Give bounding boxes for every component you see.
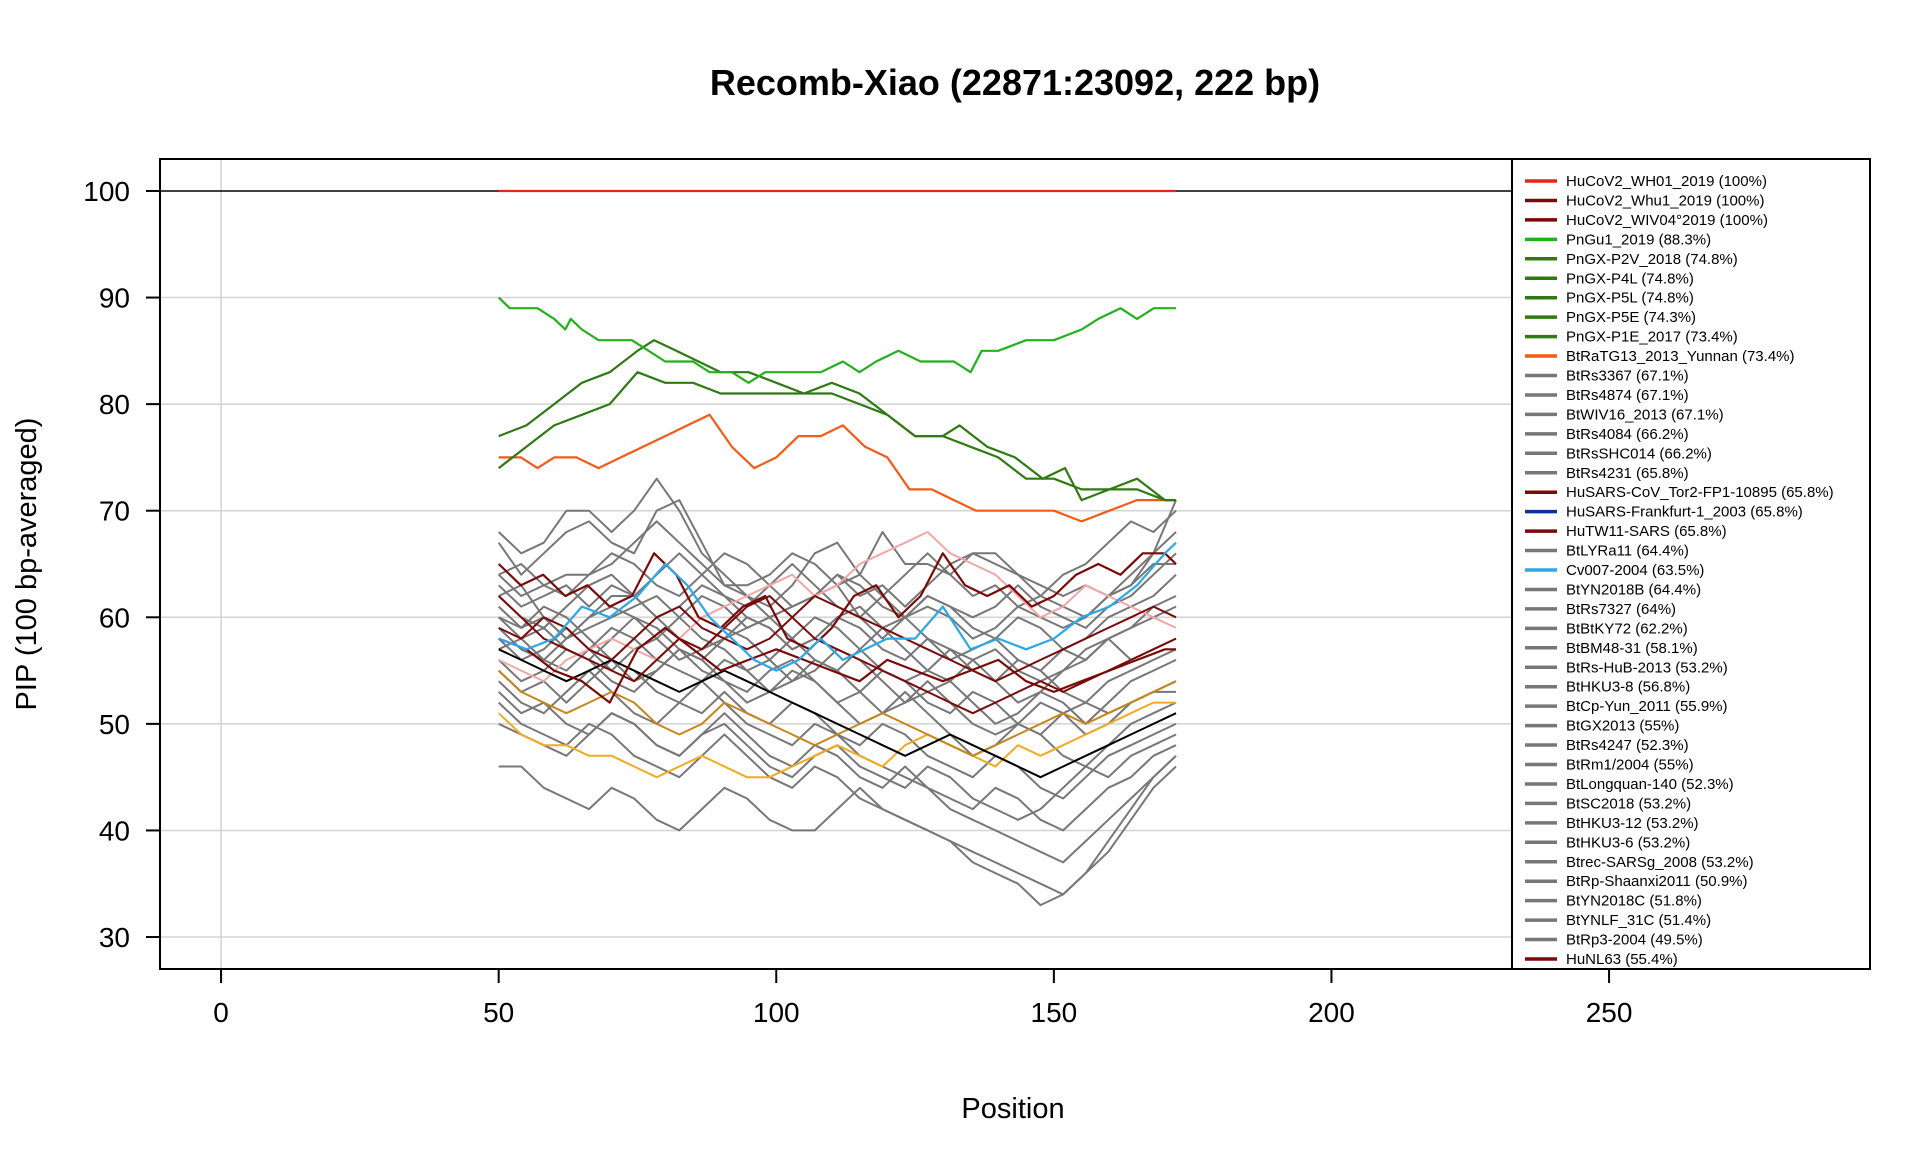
legend-label: BtRs4084 (66.2%) xyxy=(1566,426,1689,443)
legend-label: BtRs3367 (67.1%) xyxy=(1566,368,1689,385)
legend-label: PnGu1_2019 (88.3%) xyxy=(1566,231,1711,248)
legend-label: BtYNLF_31C (51.4%) xyxy=(1566,912,1711,929)
legend: HuCoV2_WH01_2019 (100%) HuCoV2_Whu1_2019 … xyxy=(1511,158,1871,970)
series-line xyxy=(498,371,1176,502)
x-tick-label: 100 xyxy=(753,997,800,1028)
y-tick-label: 40 xyxy=(99,815,130,846)
background-series-lines xyxy=(497,477,1177,907)
legend-label: BtYN2018B (64.4%) xyxy=(1566,581,1701,598)
legend-label: HuSARS-CoV_Tor2-FP1-10895 (65.8%) xyxy=(1566,484,1834,501)
x-tick-label: 200 xyxy=(1308,997,1355,1028)
y-tick-label: 70 xyxy=(99,496,130,527)
series-line xyxy=(498,541,1177,672)
legend-label: PnGX-P5E (74.3%) xyxy=(1566,309,1696,326)
legend-entries: HuCoV2_WH01_2019 (100%) HuCoV2_Whu1_2019 … xyxy=(1525,173,1834,968)
legend-label: BtCp-Yun_2011 (55.9%) xyxy=(1566,698,1728,715)
legend-label: BtRaTG13_2013_Yunnan (73.4%) xyxy=(1566,348,1795,365)
legend-label: PnGX-P5L (74.8%) xyxy=(1566,290,1694,307)
legend-label: BtYN2018C (51.8%) xyxy=(1566,893,1702,910)
legend-label: BtRs4247 (52.3%) xyxy=(1566,737,1689,754)
series-line xyxy=(498,477,1177,608)
y-tick-label: 90 xyxy=(99,283,130,314)
legend-label: BtRs-HuB-2013 (53.2%) xyxy=(1566,659,1728,676)
y-axis-label: PIP (100 bp-averaged) xyxy=(11,418,43,711)
y-tick-label: 30 xyxy=(99,922,130,953)
legend-label: BtRs4874 (67.1%) xyxy=(1566,387,1689,404)
x-axis-label: Position xyxy=(961,1093,1064,1125)
legend-label: HuTW11-SARS (65.8%) xyxy=(1566,523,1727,540)
y-tick-label: 50 xyxy=(99,709,130,740)
series-line xyxy=(498,626,1177,725)
legend-label: HuCoV2_Whu1_2019 (100%) xyxy=(1566,192,1764,209)
series-line xyxy=(498,531,1177,683)
x-tick-label: 0 xyxy=(213,997,229,1028)
legend-label: BtSC2018 (53.2%) xyxy=(1566,795,1691,812)
y-tick-label: 100 xyxy=(83,176,130,207)
x-tick-label: 150 xyxy=(1031,997,1078,1028)
series-line xyxy=(498,626,1176,704)
legend-label: BtRs7327 (64%) xyxy=(1566,601,1676,618)
series-line xyxy=(497,552,1177,651)
series-line xyxy=(497,296,1176,384)
series-line xyxy=(498,339,1176,502)
series-line xyxy=(498,669,1177,757)
y-tick-label: 80 xyxy=(99,389,130,420)
legend-label: Btrec-SARSg_2008 (53.2%) xyxy=(1566,854,1754,871)
y-axis-ticks: 30 40 50 60 70 80 90 100 xyxy=(83,176,160,953)
legend-label: HuCoV2_WH01_2019 (100%) xyxy=(1566,173,1767,190)
legend-label: BtHKU3-8 (56.8%) xyxy=(1566,679,1690,696)
series-line xyxy=(498,595,1177,715)
series-line xyxy=(498,413,1176,523)
legend-label: BtRp-Shaanxi2011 (50.9%) xyxy=(1566,873,1748,890)
legend-label: BtBM48-31 (58.1%) xyxy=(1566,640,1698,657)
legend-label: Cv007-2004 (63.5%) xyxy=(1566,562,1704,579)
legend-label: HuCoV2_WIV04°2019 (100%) xyxy=(1566,212,1768,229)
x-tick-label: 50 xyxy=(483,997,514,1028)
series-line xyxy=(498,595,1177,704)
highlighted-series-lines xyxy=(497,189,1177,704)
legend-label: BtHKU3-6 (53.2%) xyxy=(1566,834,1690,851)
legend-label: BtWIV16_2013 (67.1%) xyxy=(1566,406,1724,423)
legend-label: BtLYRa11 (64.4%) xyxy=(1566,543,1689,560)
legend-label: BtHKU3-12 (53.2%) xyxy=(1566,815,1699,832)
legend-label: HuSARS-Frankfurt-1_2003 (65.8%) xyxy=(1566,504,1803,521)
y-tick-label: 60 xyxy=(99,602,130,633)
x-tick-label: 250 xyxy=(1586,997,1633,1028)
legend-label: BtRp3-2004 (49.5%) xyxy=(1566,932,1703,949)
legend-label: BtRsSHC014 (66.2%) xyxy=(1566,445,1712,462)
series-line xyxy=(498,755,1177,907)
legend-label: HuNL63 (55.4%) xyxy=(1566,951,1678,968)
x-axis-ticks: 0 50 100 150 200 250 xyxy=(213,969,1632,1028)
grid-lines xyxy=(160,159,1512,969)
legend-label: PnGX-P4L (74.8%) xyxy=(1566,270,1694,287)
legend-label: BtLongquan-140 (52.3%) xyxy=(1566,776,1734,793)
series-line xyxy=(498,595,1177,683)
series-line xyxy=(498,701,1176,779)
legend-label: PnGX-P2V_2018 (74.8%) xyxy=(1566,251,1738,268)
legend-box xyxy=(1511,158,1871,970)
legend-label: PnGX-P1E_2017 (73.4%) xyxy=(1566,329,1738,346)
chart-title: Recomb-Xiao (22871:23092, 222 bp) xyxy=(710,62,1320,103)
legend-label: BtGX2013 (55%) xyxy=(1566,718,1679,735)
legend-label: BtBtKY72 (62.2%) xyxy=(1566,620,1688,637)
legend-label: BtRs4231 (65.8%) xyxy=(1566,465,1689,482)
legend-label: BtRm1/2004 (55%) xyxy=(1566,757,1694,774)
